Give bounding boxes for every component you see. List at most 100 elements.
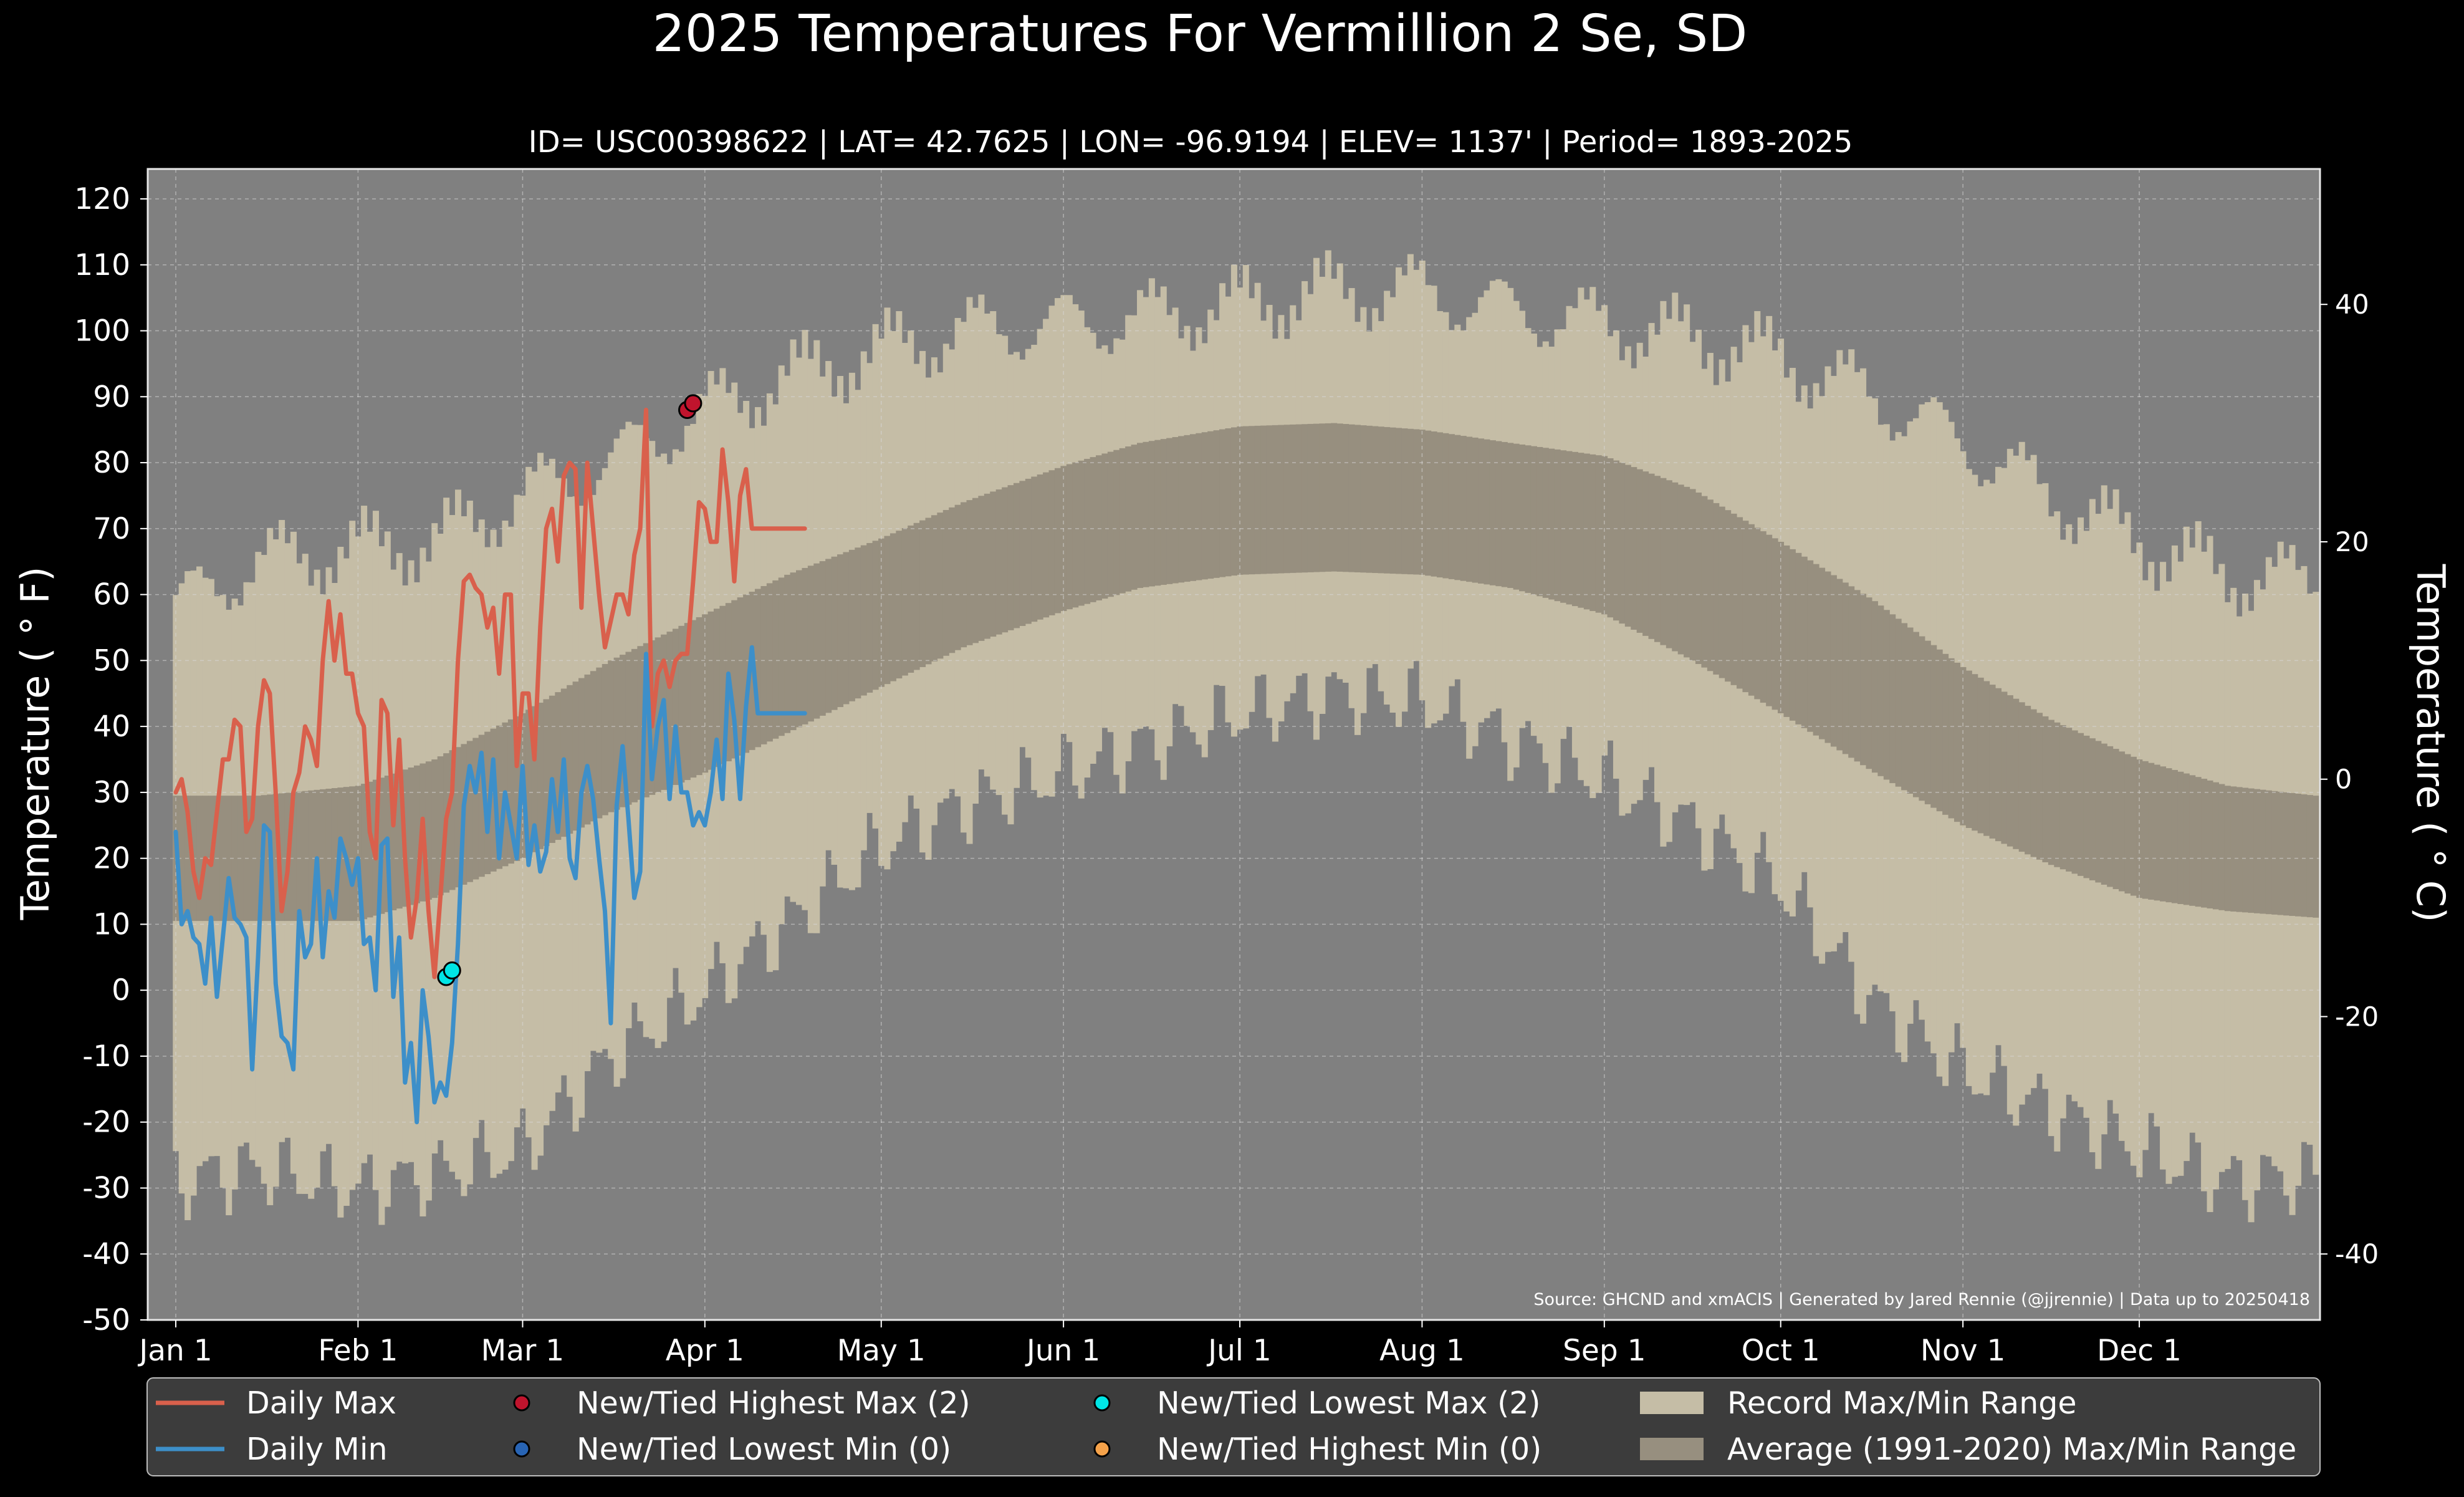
average-range-bar: [995, 489, 1002, 635]
average-range-bar: [1589, 454, 1596, 612]
average-range-bar: [848, 549, 855, 701]
x-axis-ticks: Jan 1 Feb 1 Mar 1 Apr 1 May 1 Jun 1 Jul 1 Aug 1…: [137, 1320, 2182, 1368]
left-tick-label: -10: [82, 1039, 130, 1074]
average-range-bar: [437, 756, 444, 895]
average-range-bar: [543, 699, 550, 846]
average-range-bar: [1860, 594, 1867, 766]
average-range-bar: [1684, 486, 1690, 658]
average-range-bar: [2101, 743, 2107, 885]
average-range-bar: [231, 796, 238, 922]
average-range-bar: [837, 554, 844, 708]
average-range-bar: [1989, 685, 1996, 839]
average-range-bar: [1172, 436, 1179, 584]
average-range-bar: [1336, 423, 1343, 572]
average-range-bar: [1748, 524, 1755, 696]
average-range-bar: [2036, 713, 2043, 860]
average-range-bar: [1372, 426, 1379, 574]
average-range-bar: [1160, 439, 1167, 585]
average-range-bar: [596, 667, 603, 819]
right-tick-label: 40: [2335, 289, 2369, 320]
average-range-bar: [2189, 775, 2196, 906]
average-range-bar: [1366, 425, 1373, 573]
grid-lines: [148, 169, 2320, 1321]
average-range-bar: [1654, 476, 1661, 642]
average-range-bar: [178, 796, 185, 922]
average-range-bar: [1354, 425, 1361, 572]
average-range-bar: [1419, 430, 1426, 575]
average-range-bar: [514, 716, 520, 861]
average-range-bar: [884, 536, 891, 685]
y-axis-label-right: Temperature ( ° C): [2408, 564, 2453, 923]
average-range-bar: [1278, 425, 1285, 574]
x-tick-label: Sep 1: [1563, 1334, 1646, 1368]
right-axis-ticks: -40 -20 0 20 40: [2320, 289, 2379, 1270]
x-tick-label: Jul 1: [1206, 1334, 1272, 1368]
average-range-bar: [1836, 579, 1843, 751]
average-range-bar: [737, 597, 744, 756]
average-range-bar: [620, 655, 626, 807]
left-tick-label: -50: [82, 1303, 130, 1337]
average-range-bar: [1701, 496, 1708, 668]
average-range-bar: [1401, 428, 1408, 574]
average-range-bar: [1530, 446, 1537, 595]
average-range-bar: [1331, 423, 1338, 572]
average-range-bar: [942, 509, 949, 656]
average-range-bar: [1230, 427, 1237, 576]
average-range-bar: [1131, 445, 1138, 590]
x-tick-label: Dec 1: [2097, 1334, 2182, 1368]
y-axis-label-left: Temperature ( ° F): [12, 567, 58, 921]
average-range-bar: [719, 605, 726, 764]
average-range-bar: [1196, 433, 1202, 580]
average-range-bar: [1460, 436, 1467, 581]
average-range-bar: [1677, 484, 1684, 655]
average-range-bar: [696, 617, 702, 776]
source-note: Source: GHCND and xmACIS | Generated by …: [1533, 1290, 2310, 1309]
average-range-bar: [1454, 435, 1461, 580]
average-range-bar: [1466, 436, 1473, 582]
average-range-bar: [807, 566, 814, 722]
average-range-bar: [1542, 448, 1549, 598]
average-range-bar: [1266, 425, 1273, 574]
average-range-bar: [813, 563, 820, 719]
average-range-bar: [1554, 449, 1561, 602]
average-range-bar: [2130, 756, 2137, 896]
legend-box: [146, 1377, 2321, 1476]
average-range-bar: [2230, 786, 2237, 912]
legend-label: New/Tied Highest Max (2): [577, 1385, 971, 1421]
average-range-bar: [743, 594, 750, 753]
average-range-bar: [913, 522, 920, 670]
average-range-bar: [925, 517, 932, 665]
x-tick-label: Oct 1: [1742, 1334, 1820, 1368]
average-range-bar: [1442, 433, 1449, 579]
average-range-bar: [1560, 450, 1567, 603]
average-range-bar: [1178, 436, 1185, 583]
average-range-bar: [1666, 480, 1672, 648]
average-range-bar: [1054, 468, 1062, 614]
average-range-bar: [2283, 792, 2290, 916]
average-range-bar: [2165, 768, 2172, 903]
average-range-bar: [1043, 472, 1050, 618]
daily-min-line: [173, 645, 807, 1125]
average-range-bar: [1384, 426, 1391, 574]
average-range-bar: [1513, 443, 1520, 590]
average-range-bar: [396, 771, 403, 909]
average-range-bar: [1848, 586, 1855, 758]
average-range-bar: [1742, 521, 1749, 693]
average-range-bar: [584, 674, 591, 825]
average-range-bar: [1730, 513, 1737, 685]
average-range-bar: [1607, 458, 1614, 618]
x-tick-label: Apr 1: [666, 1334, 744, 1368]
average-range-bar: [2154, 764, 2160, 901]
average-range-bar: [1919, 636, 1925, 801]
left-tick-label: 110: [74, 248, 130, 282]
average-range-bar: [1143, 441, 1149, 587]
average-range-bar: [1254, 425, 1261, 574]
average-range-bar: [1283, 425, 1290, 574]
legend-swatch-dot: [1093, 1394, 1111, 1412]
average-range-bar: [984, 493, 990, 639]
left-tick-label: 30: [93, 776, 130, 810]
legend-label: Record Max/Min Range: [1727, 1385, 2077, 1421]
average-range-bar: [454, 747, 462, 888]
average-range-bar: [555, 692, 562, 840]
